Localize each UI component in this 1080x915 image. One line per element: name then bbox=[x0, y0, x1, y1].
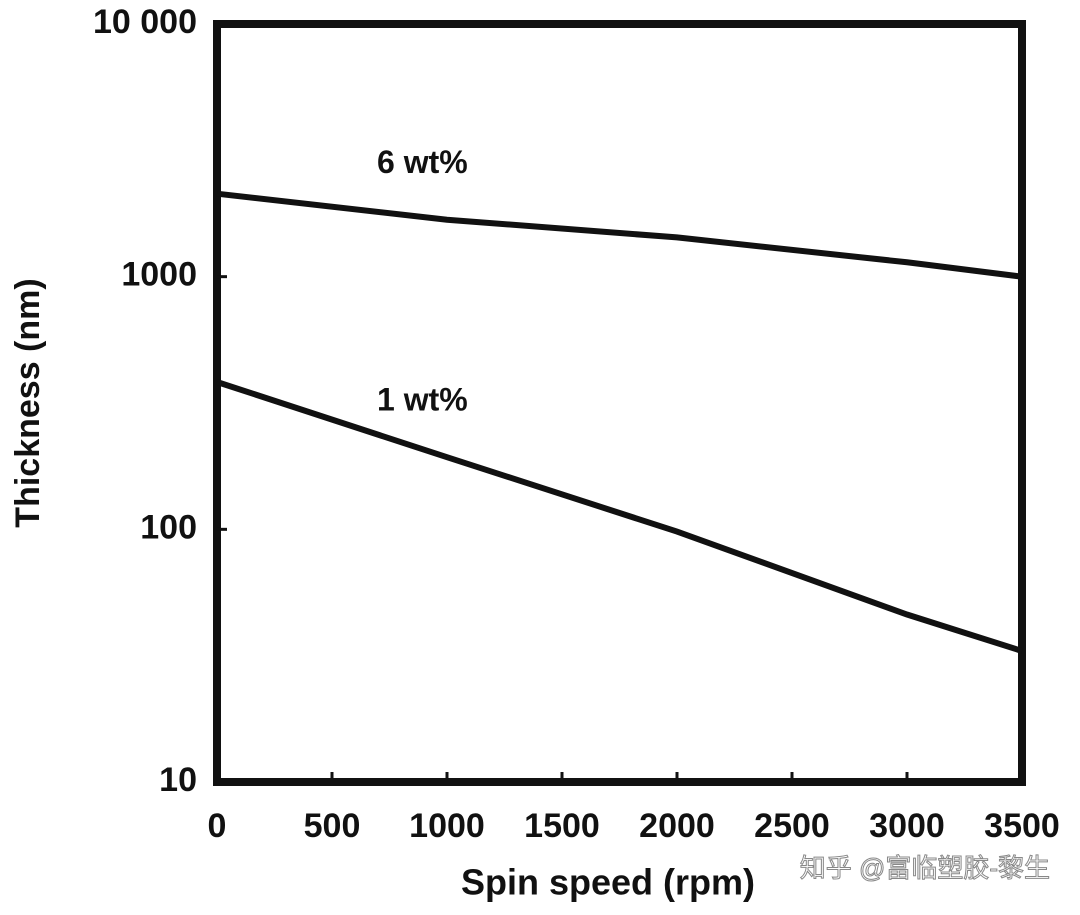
data-line bbox=[216, 190, 1023, 280]
series-label: 1 wt% bbox=[377, 382, 468, 418]
y-axis-label: Thickness (nm) bbox=[9, 278, 47, 527]
x-axis-label: Spin speed (rpm) bbox=[461, 862, 755, 903]
series-label: 6 wt% bbox=[377, 144, 468, 180]
x-tick-label: 1000 bbox=[409, 807, 485, 845]
y-tick-label: 1000 bbox=[121, 256, 197, 294]
plot-frame bbox=[213, 20, 1026, 786]
y-tick-label: 10 bbox=[159, 761, 197, 799]
x-tick-label: 2500 bbox=[754, 807, 830, 845]
x-tick-label: 2000 bbox=[639, 807, 715, 845]
watermark: 知乎 @富临塑胶-黎生 bbox=[800, 853, 1050, 883]
x-tick-label: 3000 bbox=[869, 807, 945, 845]
y-tick-label: 10 000 bbox=[93, 3, 197, 41]
x-tick-label: 0 bbox=[208, 807, 227, 845]
y-tick-label: 100 bbox=[140, 508, 197, 546]
x-tick-label: 1500 bbox=[524, 807, 600, 845]
data-line bbox=[216, 379, 1023, 654]
x-tick-label: 3500 bbox=[984, 807, 1060, 845]
x-tick-label: 500 bbox=[304, 807, 361, 845]
